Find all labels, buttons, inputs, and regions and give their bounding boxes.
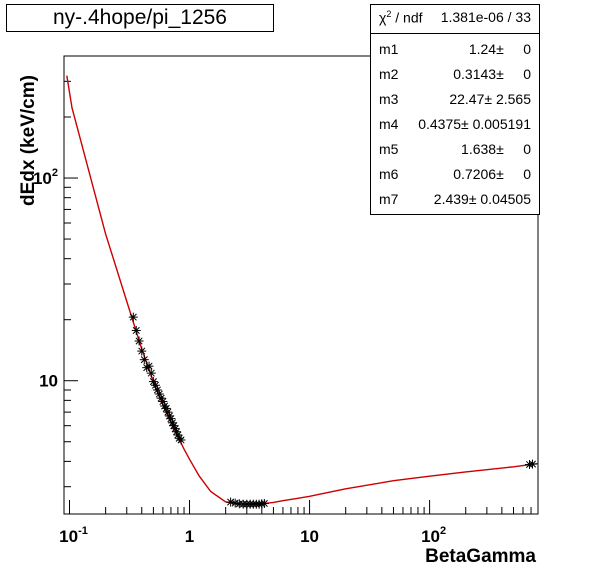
param-name: m7 bbox=[379, 191, 399, 207]
param-value: 1.24± 0 bbox=[468, 41, 531, 57]
stats-divider bbox=[371, 33, 539, 34]
chi-exponent: 2 bbox=[386, 9, 392, 19]
param-name: m5 bbox=[379, 141, 399, 157]
data-point bbox=[131, 325, 141, 335]
param-value: 0.3143± 0 bbox=[453, 66, 531, 82]
param-value: 2.439± 0.04505 bbox=[433, 191, 531, 207]
axis-ticks bbox=[63, 55, 539, 514]
chart-title-text: ny-.4hope/pi_1256 bbox=[53, 6, 227, 29]
chi-ndf-text: / ndf bbox=[391, 9, 423, 26]
param-name: m6 bbox=[379, 166, 399, 182]
data-point bbox=[259, 498, 269, 508]
stats-row-m6: m6 0.7206± 0 bbox=[371, 162, 539, 186]
data-point bbox=[144, 361, 154, 371]
x-tick-label: 10-1 bbox=[59, 525, 88, 546]
param-name: m2 bbox=[379, 66, 399, 82]
tick-labels: 10-1 1 10 102 10 102 bbox=[33, 167, 446, 546]
data-point bbox=[139, 355, 149, 365]
stats-row-m2: m2 0.3143± 0 bbox=[371, 62, 539, 86]
data-markers bbox=[128, 312, 538, 509]
param-value: 0.7206± 0 bbox=[453, 166, 531, 182]
data-point bbox=[137, 346, 147, 356]
param-name: m1 bbox=[379, 41, 399, 57]
fit-stats-box: χ2 / ndf 1.381e-06 / 33 m1 1.24± 0 m2 0.31… bbox=[370, 4, 540, 215]
stats-row-m4: m4 0.4375± 0.005191 bbox=[371, 112, 539, 136]
param-value: 1.638± 0 bbox=[461, 141, 531, 157]
param-value: 0.4375± 0.005191 bbox=[418, 116, 531, 132]
stats-row-m3: m3 22.47± 2.565 bbox=[371, 87, 539, 111]
chi2-value: 1.381e-06 / 33 bbox=[440, 9, 531, 25]
x-tick-label: 1 bbox=[185, 527, 194, 546]
stats-row-m7: m7 2.439± 0.04505 bbox=[371, 187, 539, 211]
x-axis-label: BetaGamma bbox=[425, 546, 536, 567]
x-tick-label: 102 bbox=[421, 525, 446, 546]
chart-title: ny-.4hope/pi_1256 bbox=[6, 4, 274, 32]
data-point bbox=[176, 435, 186, 445]
param-name: m3 bbox=[379, 91, 399, 107]
param-name: m4 bbox=[379, 116, 399, 132]
stats-row-m5: m5 1.638± 0 bbox=[371, 137, 539, 161]
stats-row-m1: m1 1.24± 0 bbox=[371, 37, 539, 61]
y-tick-label: 102 bbox=[33, 167, 58, 188]
y-axis-label: dEdx (keV/cm) bbox=[18, 75, 39, 206]
data-point bbox=[128, 312, 138, 322]
plot-frame bbox=[63, 55, 539, 515]
chi-symbol: χ bbox=[379, 9, 387, 26]
data-point bbox=[161, 403, 171, 413]
param-value: 22.47± 2.565 bbox=[449, 91, 531, 107]
data-point bbox=[134, 336, 144, 346]
data-point bbox=[528, 459, 538, 469]
chi2-label: χ2 / ndf bbox=[379, 9, 423, 26]
stats-header-row: χ2 / ndf 1.381e-06 / 33 bbox=[371, 5, 539, 29]
x-tick-label: 10 bbox=[300, 527, 319, 546]
y-tick-label: 10 bbox=[39, 372, 58, 391]
data-point bbox=[146, 368, 156, 378]
